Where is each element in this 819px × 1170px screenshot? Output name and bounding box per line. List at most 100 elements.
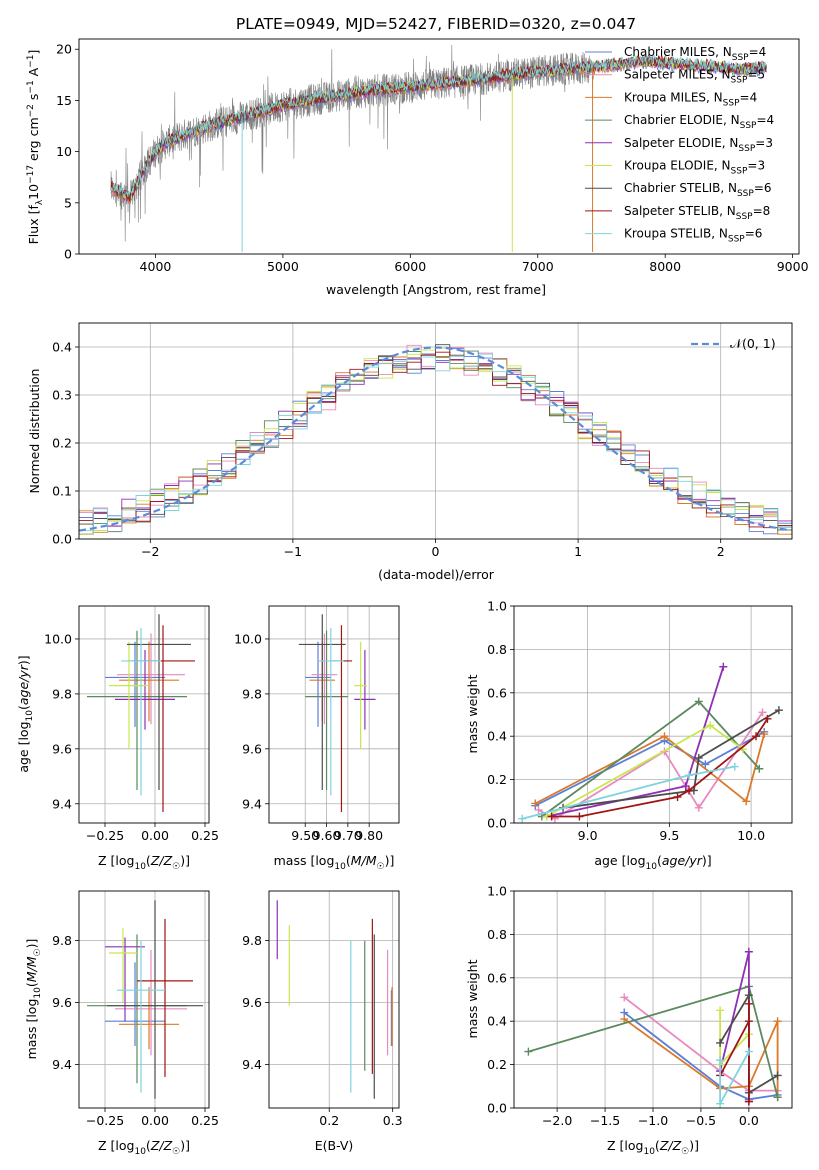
- weight-marker: [744, 991, 753, 1000]
- panel-residuals: −2 −1 0 1 2 0.0 0.1 0.2 0.3 0.4 𝒩(0, 1) (data-model…: [27, 322, 793, 582]
- y-tick-label: 0.8: [487, 642, 507, 657]
- y-tick-label: 0.0: [487, 816, 507, 831]
- x-tick-label: 9.0: [578, 828, 598, 843]
- axes-frame: [78, 890, 210, 1109]
- x-tick-label: −0.5: [686, 1113, 716, 1128]
- x-tick-label: 0.0: [739, 1113, 759, 1128]
- figure-title: PLATE=0949, MJD=52427, FIBERID=0320, z=0…: [236, 15, 636, 33]
- errorbar-point: [121, 627, 161, 796]
- legend-entry: Kroupa STELIB, NSSP=6: [624, 227, 762, 245]
- y-tick-label: 9.8: [242, 933, 262, 948]
- weight-marker: [716, 1099, 725, 1108]
- x-axis-label: Z [log10(Z/Z☉)]: [98, 1138, 190, 1157]
- errorbar-point: [318, 627, 344, 796]
- errorbar-point: [354, 641, 368, 749]
- weight-marker: [575, 812, 584, 821]
- weight-marker: [752, 732, 761, 741]
- observed-spectrum: [110, 44, 594, 242]
- weight-marker: [755, 764, 764, 773]
- plot-area: [87, 900, 203, 1099]
- x-tick-label: 0.2: [319, 1113, 339, 1128]
- x-tick-label: −2: [141, 544, 159, 559]
- y-tick-label: 15: [56, 93, 72, 108]
- y-tick-label: 9.6: [242, 741, 262, 756]
- weight-series-7: [551, 718, 769, 818]
- weight-series-1: [623, 996, 778, 1092]
- weight-marker: [773, 1093, 782, 1102]
- y-tick-label: 0: [64, 247, 72, 262]
- y-tick-label: 9.4: [242, 1057, 262, 1072]
- weight-marker: [684, 786, 693, 795]
- weight-marker: [660, 732, 669, 741]
- x-tick-label: 9.60: [313, 828, 341, 843]
- errorbar-point: [137, 918, 193, 1077]
- weight-marker: [730, 762, 739, 771]
- x-tick-label: −1.0: [638, 1113, 668, 1128]
- axes-frame: [513, 605, 793, 824]
- plot-area: [79, 344, 792, 535]
- y-tick-label: 9.4: [52, 796, 72, 811]
- y-tick-label: 5: [64, 195, 72, 210]
- weight-marker: [744, 947, 753, 956]
- plot-area: [87, 614, 195, 813]
- x-tick-label: 9.5: [659, 828, 679, 843]
- panel-mass-vs-EBV: 0.2 0.3 9.4 9.6 9.8 E(B-V): [242, 890, 403, 1153]
- x-tick-label: 9000: [777, 259, 809, 274]
- legend-entry: Chabrier STELIB, NSSP=6: [624, 181, 772, 199]
- panel-mass-vs-Z: −0.25 0.00 0.25 9.4 9.6 9.8 Z [log10(Z/Z☉)] mas…: [24, 890, 219, 1157]
- errorbar-point: [127, 614, 191, 791]
- x-tick-label: −2.0: [542, 1113, 572, 1128]
- legend-entry: Chabrier ELODIE, NSSP=4: [624, 113, 774, 131]
- errorbar-point: [298, 614, 346, 791]
- x-tick-label: 7000: [522, 259, 554, 274]
- x-axis-label: (data-model)/error: [378, 567, 495, 582]
- y-tick-label: 0.1: [52, 484, 72, 499]
- errorbar-point: [87, 630, 187, 791]
- errorbar-point: [305, 630, 348, 791]
- x-axis-label: Z [log10(Z/Z☉)]: [607, 1138, 699, 1157]
- legend-entry: Chabrier MILES, NSSP=4: [624, 45, 766, 63]
- legend-entry: Salpeter STELIB, NSSP=8: [624, 204, 770, 222]
- y-tick-label: 10.0: [234, 631, 262, 646]
- x-tick-label: 9.80: [355, 828, 383, 843]
- weight-marker: [684, 771, 693, 780]
- weight-marker: [716, 1038, 725, 1047]
- y-axis-label: mass weight: [465, 674, 480, 753]
- weight-marker: [758, 708, 767, 717]
- y-tick-label: 0.2: [487, 772, 507, 787]
- plot-area: [110, 44, 767, 252]
- weight-series-0: [623, 1011, 778, 1101]
- errorbar-point: [107, 900, 203, 1099]
- panel-weight-vs-age: 9.0 9.5 10.0 0.0 0.2 0.4 0.6 0.8 1.0 age [log10(a…: [465, 599, 793, 872]
- errorbar-point: [117, 940, 165, 1093]
- x-tick-label: 10.0: [737, 828, 765, 843]
- x-tick-label: 0.25: [191, 1113, 219, 1128]
- panel-weight-vs-Z: −2.0 −1.5 −1.0 −0.5 0.0 0.0 0.2 0.4 0.6 0.8 1.0 Z […: [465, 884, 793, 1157]
- x-axis-label: mass [log10(M/M☉)]: [274, 853, 395, 872]
- x-tick-label: −0.25: [86, 1113, 124, 1128]
- legend-entry: 𝒩(0, 1): [730, 336, 776, 351]
- x-tick-label: 0.3: [383, 1113, 403, 1128]
- y-tick-label: 0.4: [487, 1014, 507, 1029]
- x-tick-label: 6000: [394, 259, 426, 274]
- y-tick-label: 10.0: [44, 631, 72, 646]
- legend: Chabrier MILES, NSSP=4 Salpeter MILES, NS…: [585, 45, 774, 245]
- weight-marker: [744, 999, 753, 1008]
- errorbar-point: [119, 987, 179, 1050]
- weight-marker: [620, 1015, 629, 1024]
- x-tick-label: −1: [284, 544, 302, 559]
- x-tick-label: 9.70: [334, 828, 362, 843]
- errorbar-point: [105, 641, 165, 727]
- y-tick-label: 1.0: [487, 884, 507, 899]
- y-axis-label: age [log10(age/yr)]: [16, 655, 35, 772]
- panel-age-vs-Z: −0.25 0.00 0.25 9.4 9.6 9.8 10.0 Z [log10(Z/Z☉)…: [16, 605, 219, 872]
- y-tick-label: 0.0: [487, 1101, 507, 1116]
- weight-series-2: [534, 733, 766, 805]
- errorbar-point: [330, 625, 353, 813]
- y-tick-label: 0.6: [487, 685, 507, 700]
- errorbar-point: [109, 928, 137, 1003]
- y-axis-label: Flux [fλ10−17 erg cm−2 s−1 A−1]: [26, 50, 45, 245]
- x-tick-label: 0.00: [141, 828, 169, 843]
- weight-marker: [773, 1017, 782, 1026]
- legend-entry: Kroupa MILES, NSSP=4: [624, 90, 757, 108]
